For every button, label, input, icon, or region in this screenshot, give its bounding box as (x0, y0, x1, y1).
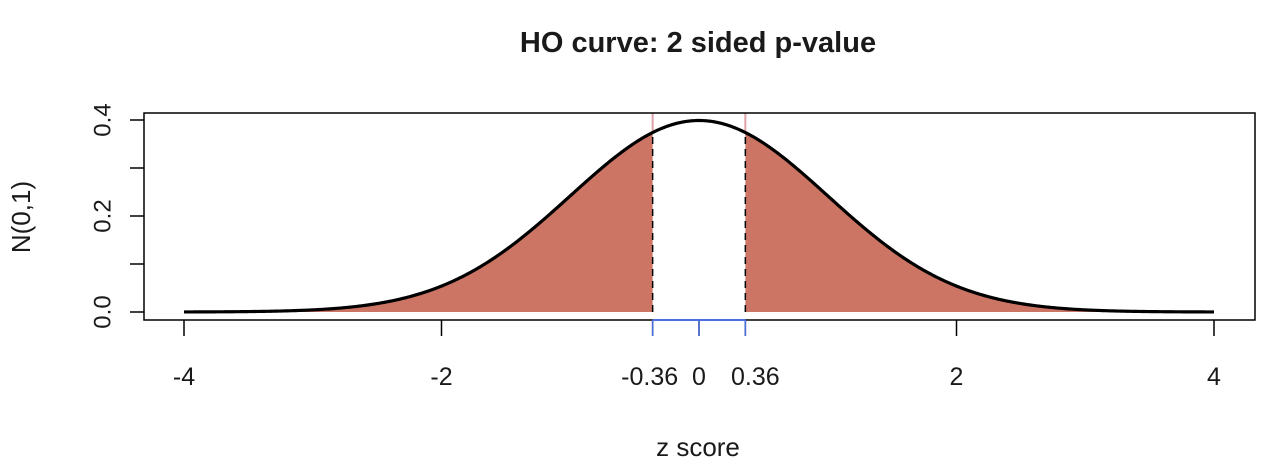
x-tick-label: 4 (1207, 363, 1221, 391)
y-tick-label: 0.0 (89, 295, 116, 328)
y-axis-label: N(0,1) (6, 181, 36, 253)
x-tick-label: 0 (692, 363, 706, 391)
y-tick-label: 0.4 (89, 103, 116, 136)
plot-area: 0.0 0.2 0.4 -4 -2 -0.36 0 0.36 2 4 (89, 103, 1256, 391)
x-tick-label: -2 (430, 363, 452, 391)
x-tick-label: 0.36 (731, 363, 780, 391)
density-curve (183, 118, 1215, 314)
shaded-tail-region-1 (184, 132, 653, 312)
shaded-tail-region-2 (745, 132, 1214, 312)
x-tick-label: -4 (173, 363, 195, 391)
plot-frame (143, 112, 1256, 321)
chart-title: HO curve: 2 sided p-value (520, 27, 876, 59)
x-axis-label: z score (656, 432, 740, 462)
y-tick-label: 0.2 (89, 199, 116, 232)
x-tick-label: -0.36 (621, 363, 678, 391)
x-tick-label: 2 (950, 363, 964, 391)
